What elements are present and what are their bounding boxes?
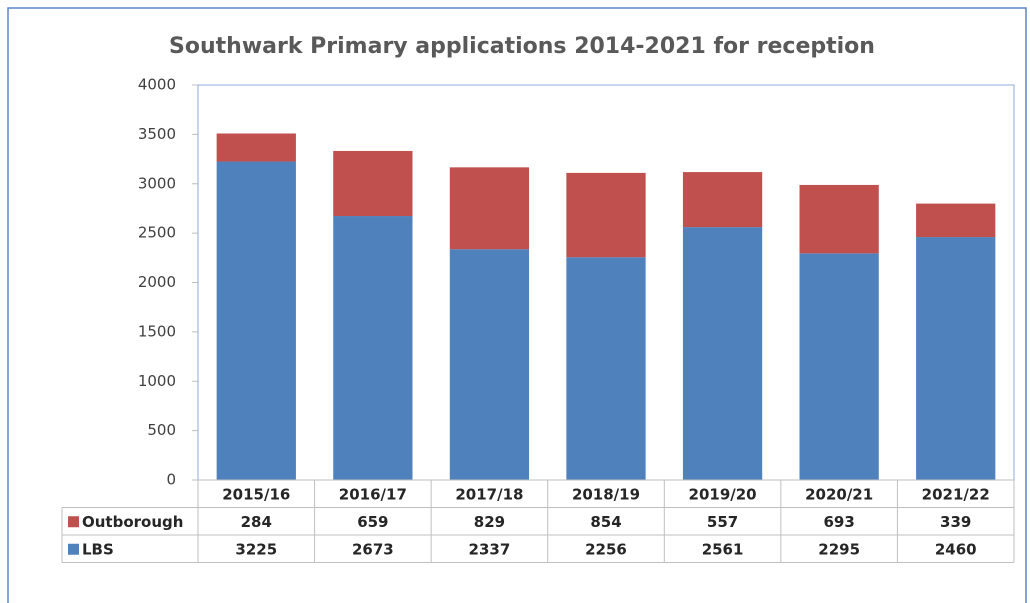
chart-title: Southwark Primary applications 2014-2021… <box>169 34 875 59</box>
x-tick-label: 2017/18 <box>455 485 523 503</box>
bar-segment <box>916 203 996 238</box>
bar-segment <box>916 237 996 480</box>
table-value: 2337 <box>469 540 511 558</box>
legend-swatch <box>68 516 79 528</box>
bar-segment <box>333 216 413 480</box>
table-value: 3225 <box>235 540 277 558</box>
y-tick-label: 1000 <box>138 372 176 390</box>
x-tick-label: 2018/19 <box>572 485 640 503</box>
table-value: 2673 <box>352 540 394 558</box>
legend-label: Outborough <box>82 513 183 531</box>
bar-segment <box>449 249 530 480</box>
table-value: 284 <box>241 513 272 531</box>
table-value: 2295 <box>818 540 860 558</box>
x-tick-label: 2016/17 <box>339 485 407 503</box>
bar-segment <box>216 133 296 162</box>
table-value: 829 <box>474 513 505 531</box>
bar-segment <box>449 167 530 250</box>
table-value: 854 <box>590 513 621 531</box>
table-value: 2561 <box>702 540 744 558</box>
bar-segment <box>216 161 296 480</box>
table-value: 659 <box>357 513 388 531</box>
x-tick-label: 2015/16 <box>222 485 290 503</box>
y-tick-label: 500 <box>147 421 176 439</box>
y-tick-label: 1500 <box>138 322 176 340</box>
table-value: 2460 <box>935 540 977 558</box>
y-tick-label: 2000 <box>138 273 176 291</box>
y-tick-label: 3000 <box>138 174 176 192</box>
bar-segment <box>799 184 879 254</box>
table-value: 557 <box>707 513 738 531</box>
table-value: 693 <box>823 513 854 531</box>
y-tick-label: 3500 <box>138 125 176 143</box>
x-tick-label: 2019/20 <box>689 485 757 503</box>
y-tick-label: 2500 <box>138 224 176 242</box>
legend-label: LBS <box>82 540 114 558</box>
table-value: 2256 <box>585 540 627 558</box>
bar-segment <box>566 172 646 258</box>
y-tick-label: 0 <box>166 471 176 489</box>
bar-segment <box>682 227 763 480</box>
x-tick-label: 2020/21 <box>805 485 873 503</box>
bar-segment <box>682 172 763 228</box>
legend-swatch <box>68 543 79 555</box>
y-tick-label: 4000 <box>138 76 176 94</box>
x-tick-label: 2021/22 <box>922 485 990 503</box>
bar-segment <box>566 257 646 480</box>
table-value: 339 <box>940 513 971 531</box>
bar-segment <box>799 253 879 480</box>
bar-segment <box>333 150 413 217</box>
